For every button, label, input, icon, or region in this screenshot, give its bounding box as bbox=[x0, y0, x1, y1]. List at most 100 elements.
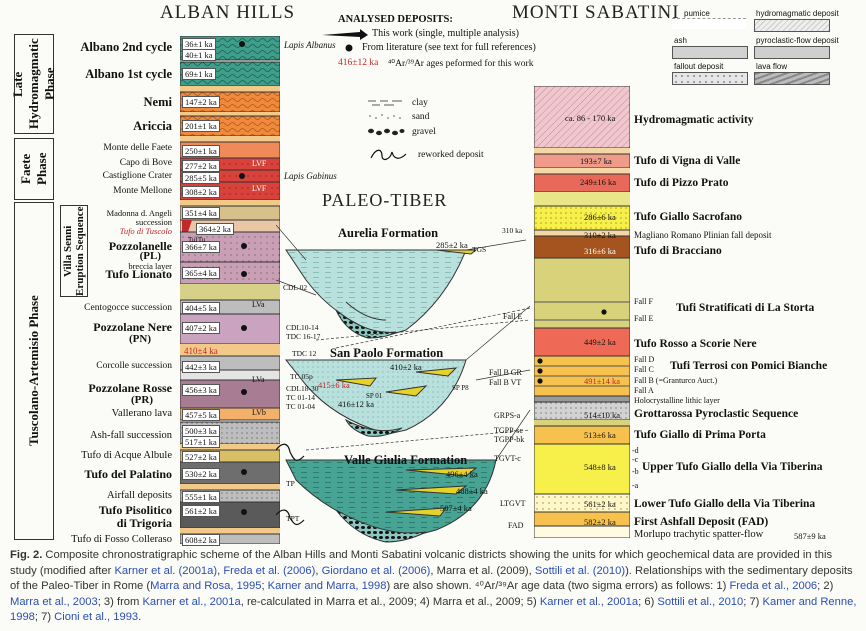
tiber-age: 410±2 ka bbox=[390, 362, 422, 372]
capo-bove-label: Capo di Bove bbox=[119, 158, 172, 168]
caption-ref-link[interactable]: Marra et al., 2003 bbox=[10, 595, 98, 608]
pozzolane-nere-label: Pozzolane Nere bbox=[93, 320, 172, 334]
legend-gravel: gravel bbox=[412, 127, 436, 137]
fall-d-label: Fall D bbox=[634, 355, 655, 364]
cdl18-label: CDL18-30 bbox=[286, 384, 319, 393]
morlupo-label: Morlupo trachytic spatter-flow bbox=[634, 529, 764, 540]
prima-label: Tufo Giallo di Prima Porta bbox=[634, 429, 766, 441]
lvb-label: LVb bbox=[252, 408, 266, 417]
tufo-lionato-label: Tufo Lionato bbox=[105, 267, 172, 281]
side-tgpp-bk: TGPP-bk bbox=[494, 435, 525, 444]
age-label: 364±2 ka bbox=[196, 223, 234, 235]
magliano-arrow-label: 310 ka bbox=[502, 226, 523, 235]
vallerano-label: Vallerano lava bbox=[111, 408, 172, 419]
legend-title: ANALYSED DEPOSITS: bbox=[338, 14, 453, 25]
caption-ref-link[interactable]: Sottili et al., 2010 bbox=[657, 595, 744, 608]
pozzolanelle-label: Pozzolanelle bbox=[108, 239, 172, 253]
side-fad: FAD bbox=[508, 521, 524, 530]
age-label: 201±1 ka bbox=[182, 120, 220, 132]
legend-hydromagmatic: hydromagmatic deposit bbox=[756, 9, 839, 18]
caption-ref-link[interactable]: Karner et al., 2001a bbox=[539, 595, 639, 608]
sab-age: 193±7 ka bbox=[580, 156, 612, 166]
madonna-label: Madonna d. Angeli succession bbox=[106, 208, 172, 227]
caption-fig: Fig. 2. bbox=[10, 549, 43, 561]
caption-text: ; 6) bbox=[638, 595, 658, 608]
caption-text: ) are also shown. ⁴⁰Ar/³⁹Ar age data (tw… bbox=[386, 580, 730, 592]
caption-ref-link[interactable]: Karner et al. (2001a) bbox=[114, 564, 218, 577]
legend-pumice: pumice bbox=[684, 9, 710, 18]
sab-age: 513±6 ka bbox=[584, 430, 616, 440]
phase-villa-senni: Villa Senni Eruption Sequence bbox=[60, 205, 88, 297]
age-label: 517±1 ka bbox=[182, 436, 220, 448]
caption-ref-link[interactable]: Kamer and Renne, 1998 bbox=[10, 595, 857, 624]
sab-age: ca. 86 - 170 ka bbox=[565, 113, 616, 123]
caption-text: ; 2) bbox=[817, 580, 834, 592]
valle-giulia-formation-label: Valle Giulia Formation bbox=[344, 453, 468, 467]
age-label: 36±1 ka bbox=[182, 38, 216, 50]
centogocce-label: Centogocce succession bbox=[84, 303, 172, 313]
morlupo-age: 587±9 ka bbox=[794, 531, 826, 541]
reworked-icon bbox=[370, 149, 407, 161]
caption-ref-link[interactable]: Freda et al., 2006 bbox=[729, 580, 818, 592]
phase-tuscolano-artemisio: Tuscolano-Artemisio Phase bbox=[14, 202, 54, 540]
pn-label: (PN) bbox=[129, 333, 151, 345]
legend-this-work: This work (single, multiple analysis) bbox=[372, 28, 519, 39]
upper-tiberina-label: Upper Tufo Giallo della Via Tiberina bbox=[642, 461, 823, 473]
age-label: 561±2 ka bbox=[182, 505, 220, 517]
caption-text: , Marra et al. (2009), bbox=[430, 564, 535, 577]
sab-age: 561±2 ka bbox=[584, 499, 616, 509]
sp-label: SP P8 bbox=[452, 384, 469, 392]
tpt-label: TPT bbox=[286, 514, 300, 523]
age-label: 404±5 ka bbox=[182, 302, 220, 314]
tdc16-label: TDC 16-17 bbox=[286, 332, 321, 341]
upper-sub-b: -b bbox=[632, 467, 639, 476]
upper-sub-d: -d bbox=[632, 446, 639, 455]
corcolle-label: Corcolle succession bbox=[96, 361, 172, 371]
lower-tiberina-label: Lower Tufo Giallo della Via Tiberina bbox=[634, 498, 816, 510]
fall-f-label: Fall F bbox=[634, 297, 653, 306]
monte-mellone-label: Monte Mellone bbox=[113, 186, 172, 196]
upper-sub-a: -a bbox=[632, 481, 639, 490]
caption-text: , re-calculated in Marra et al., 2009; 4… bbox=[240, 595, 540, 608]
terrosi-label: Tufi Terrosi con Pomici Bianche bbox=[670, 360, 828, 372]
side-ltgvt: LTGVT bbox=[500, 499, 526, 508]
age-label: 530±2 ka bbox=[182, 468, 220, 480]
caption-ref-link[interactable]: Karner and Marra, 1998 bbox=[267, 580, 387, 592]
caption-ref-link[interactable]: Cioni et al., 1993 bbox=[54, 611, 139, 623]
figure-caption: Fig. 2. Composite chronostratigraphic sc… bbox=[10, 548, 858, 626]
lva-label: LVa bbox=[252, 375, 265, 384]
breccia-label: breccia layer bbox=[128, 261, 172, 271]
pozzolane-rosse-label: Pozzolane Rosse bbox=[88, 381, 172, 395]
age-label: 285±5 ka bbox=[182, 172, 220, 184]
age-label: 308±2 ka bbox=[182, 186, 220, 198]
monti-sabatini-header: MONTI SABATINI bbox=[512, 2, 680, 23]
vigna-label: Tufo di Vigna di Valle bbox=[634, 155, 741, 167]
bracciano-label: Tufo di Bracciano bbox=[634, 245, 722, 257]
age-label-red: 410±4 ka bbox=[184, 346, 218, 356]
sab-age: 449±2 ka bbox=[584, 337, 616, 347]
albano-2nd-label: Albano 2nd cycle bbox=[80, 40, 172, 54]
age-label: 69±1 ka bbox=[182, 68, 216, 80]
magliano-label: Magliano Romano Plinian fall deposit bbox=[634, 230, 772, 240]
fosso-label: Tufo di Fosso Colleraso bbox=[71, 534, 172, 545]
pr-label: (PR) bbox=[131, 394, 153, 406]
cdl02-label: CDL 02 bbox=[283, 283, 308, 292]
tdc12-label: TDC 12 bbox=[292, 349, 317, 358]
hydromagmatic-label: Hydromagmatic activity bbox=[634, 114, 754, 126]
caption-ref-link[interactable]: Giordano et al. (2006) bbox=[321, 564, 431, 577]
fall-c-label: Fall C bbox=[634, 365, 654, 374]
upper-sub-c: -c bbox=[632, 455, 639, 464]
rosso-label: Tufo Rosso a Scorie Nere bbox=[634, 338, 757, 350]
arrow-icon bbox=[322, 29, 368, 40]
acque-albule-label: Tufo di Acque Albule bbox=[81, 450, 172, 461]
legend-ages-text: ⁴⁰Ar/³⁹Ar ages peformed for this work bbox=[388, 59, 534, 69]
tp-label: TP bbox=[286, 479, 295, 488]
tiber-age-red: 415±6 ka bbox=[318, 380, 350, 390]
lithology-legend-icons bbox=[368, 100, 405, 136]
caption-ref-link[interactable]: Freda et al. (2006) bbox=[223, 564, 316, 577]
caption-ref-link[interactable]: Sottili et al. (2010) bbox=[534, 564, 626, 577]
caption-ref-link[interactable]: Marra and Rosa, 1995 bbox=[150, 580, 262, 592]
tiber-age: 416±12 ka bbox=[338, 399, 375, 409]
caption-ref-link[interactable]: Karner et al., 2001a bbox=[142, 595, 241, 608]
tgs-label: TGS bbox=[472, 245, 487, 254]
